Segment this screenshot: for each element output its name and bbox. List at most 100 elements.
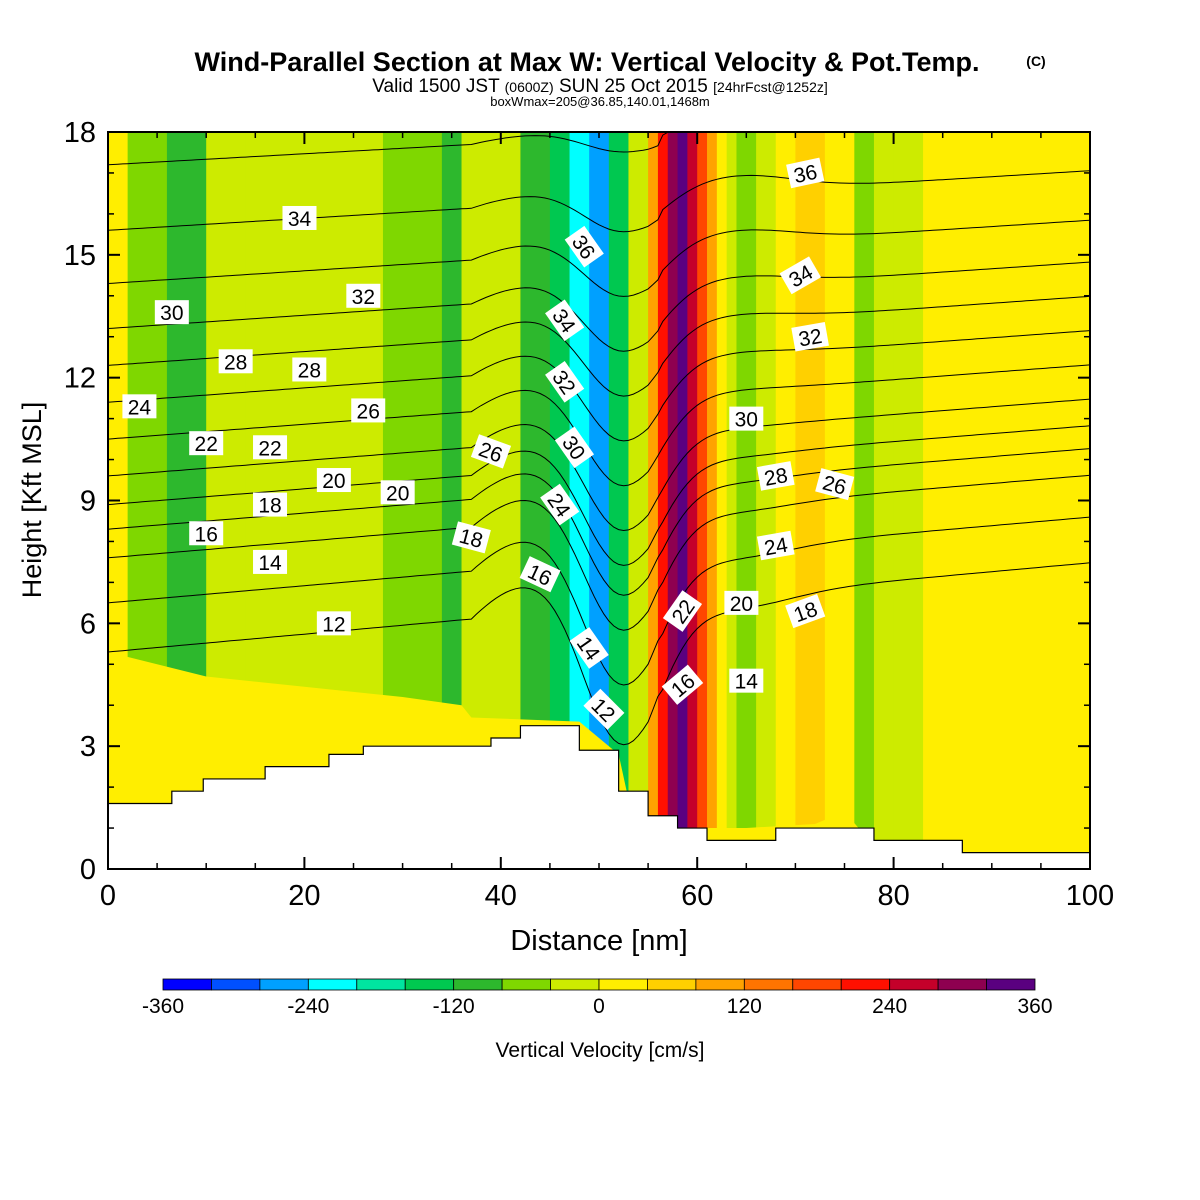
contour-label: 20 — [380, 480, 415, 505]
colorbar-swatch — [792, 978, 842, 991]
contour-label-text: 24 — [763, 534, 790, 561]
theta-contour-20 — [108, 425, 1090, 566]
contour-label: 14 — [253, 549, 288, 575]
w-column-22 — [726, 132, 738, 869]
x-tick-label: 0 — [100, 880, 116, 912]
theta-contour-16 — [108, 474, 1090, 631]
colorbar-swatch — [598, 978, 648, 991]
y-tick-label: 18 — [64, 117, 96, 149]
valid-fcst: [24hrFcst@1252z] — [713, 79, 828, 95]
terrain — [108, 725, 1090, 869]
contour-label-text: 32 — [797, 325, 824, 352]
colorbar-tick-label: -120 — [433, 995, 475, 1018]
valid-utc: (0600Z) — [505, 79, 554, 95]
contour-label-text: 22 — [195, 433, 218, 456]
contour-label: 14 — [729, 668, 764, 694]
y-tick-label: 3 — [80, 731, 96, 763]
y-tick-label: 15 — [64, 240, 96, 272]
w-column-20 — [707, 132, 718, 869]
contour-label: 30 — [154, 300, 189, 325]
contour-label-text: 22 — [258, 437, 281, 460]
w-column-32 — [962, 132, 1022, 869]
contour-label-text: 36 — [792, 161, 820, 188]
valid-time: Valid 1500 JST (0600Z) SUN 25 Oct 2015 [… — [372, 76, 828, 97]
chart-title: Wind-Parallel Section at Max W: Vertical… — [195, 47, 980, 77]
contour-label: 32 — [346, 283, 381, 309]
colorbar-swatch — [986, 978, 1036, 991]
w-column-17 — [677, 132, 688, 869]
contour-label-text: 26 — [357, 400, 380, 423]
w-column-27 — [824, 132, 855, 869]
colorbar-tick-label: -240 — [287, 995, 329, 1018]
w-column-16 — [667, 132, 679, 869]
colorbar-swatch — [937, 978, 987, 991]
contour-label: 20 — [724, 590, 759, 616]
y-tick-label: 6 — [80, 608, 96, 640]
colorbar-swatch — [695, 978, 745, 991]
colorbar-swatch — [356, 978, 406, 991]
colorbar-swatch — [501, 978, 551, 991]
contour-label: 36 — [786, 157, 825, 189]
colorbar-swatch — [840, 978, 891, 991]
colorbar-swatch — [307, 978, 358, 991]
theta-contour-24 — [108, 364, 1090, 487]
contour-label-text: 14 — [735, 671, 759, 694]
contour-label: 18 — [253, 492, 288, 518]
contour-label: 18 — [785, 593, 826, 629]
colorbar-swatch — [259, 978, 309, 991]
contour-label-text: 24 — [128, 396, 152, 419]
contour-label-text: 12 — [322, 613, 345, 636]
contour-label: 24 — [756, 530, 795, 561]
w-column-13 — [628, 132, 649, 869]
y-tick-label: 0 — [80, 854, 96, 886]
w-column-19 — [697, 132, 708, 869]
w-column-11 — [589, 132, 610, 869]
valid-date: SUN 25 Oct 2015 — [559, 76, 708, 97]
contour-label: 32 — [791, 321, 829, 352]
contour-label-text: 28 — [224, 351, 247, 374]
contour-label-text: 14 — [258, 552, 282, 575]
contour-label-text: 16 — [195, 523, 218, 546]
colorbar-swatch — [453, 978, 503, 991]
w-column-29 — [873, 132, 895, 869]
terrain-mask — [108, 725, 1090, 869]
theta-contour-22 — [108, 398, 1090, 532]
colorbar-swatch — [647, 978, 697, 991]
x-tick-label: 40 — [485, 880, 517, 912]
contour-label: 26 — [815, 468, 855, 501]
colorbar-tick-label: 0 — [593, 995, 605, 1018]
x-axis-label: Distance [nm] — [510, 925, 687, 957]
w-column-30 — [893, 132, 924, 869]
x-tick-label: 80 — [877, 880, 909, 912]
w-column-28 — [854, 132, 875, 869]
x-tick-label: 20 — [288, 880, 320, 912]
colorbar: -360 -240 -120 0 120 240 360 — [142, 978, 1053, 1018]
contour-label-text: 30 — [160, 302, 183, 325]
contour-label-text: 30 — [735, 409, 758, 432]
w-column-33 — [1021, 132, 1071, 869]
w-column-21 — [716, 132, 728, 869]
contour-label-text: 34 — [288, 208, 312, 231]
theta-contour-36 — [108, 132, 670, 166]
colorbar-swatch — [889, 978, 939, 991]
colorbar-swatch — [162, 978, 212, 991]
colorbar-swatch — [404, 978, 455, 991]
contour-label: 28 — [756, 461, 795, 491]
w-column-15 — [657, 132, 669, 869]
contour-label: 34 — [282, 205, 317, 231]
contour-label: 16 — [189, 521, 224, 546]
theta-contour-30 — [108, 261, 1090, 352]
x-tick-label: 60 — [681, 880, 713, 912]
box-info: boxWmax=205@36.85,140.01,1468m — [490, 94, 710, 109]
theta-contour-26 — [108, 330, 1090, 442]
contour-label-text: 20 — [386, 482, 409, 505]
contour-label: 26 — [470, 434, 512, 469]
contour-label: 28 — [218, 349, 253, 374]
w-column-14 — [648, 132, 659, 869]
colorbar-swatch — [211, 978, 261, 991]
contour-label: 24 — [122, 394, 157, 419]
colorbar-tick-label: -360 — [142, 995, 184, 1018]
y-tick-label: 12 — [64, 363, 96, 395]
